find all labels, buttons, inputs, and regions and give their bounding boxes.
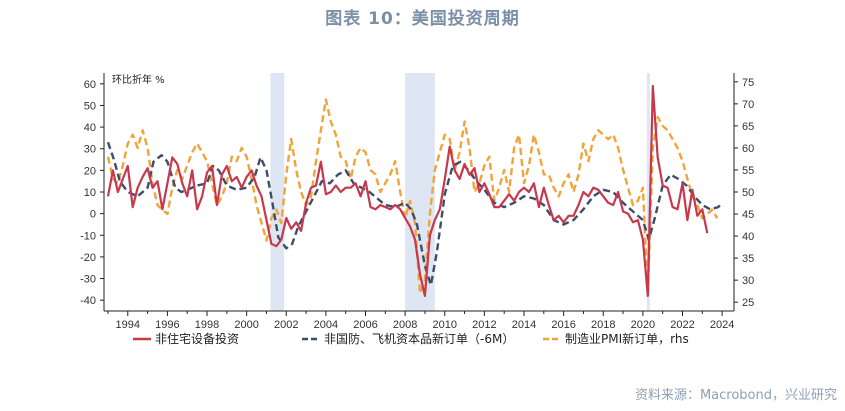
legend: 非住宅设备投资 非国防、飞机资本品新订单（-6M） 制造业PMI新订单，rhs [133,331,689,346]
x-tick-label: 2016 [551,319,575,331]
left-tick-label: 10 [84,187,96,199]
x-tick-label: 2024 [710,319,734,331]
chart-title: 图表 10：美国投资周期 [325,9,520,29]
series-layer [106,84,723,297]
right-tick-label: 35 [742,253,754,265]
x-tick-label: 2010 [433,319,457,331]
recession-band [270,73,285,311]
right-tick-label: 70 [742,99,754,111]
x-tick-label: 2014 [512,319,536,331]
right-tick-label: 45 [742,209,754,221]
series-line-2 [106,98,719,295]
left-tick-label: -30 [80,274,96,286]
x-tick-label: 1996 [155,319,179,331]
left-tick-label: -10 [80,230,96,242]
legend-label: 制造业PMI新订单，rhs [565,331,689,346]
x-tick-label: 2004 [314,319,338,331]
right-tick-label: 40 [742,231,754,243]
right-tick-label: 75 [742,77,754,89]
left-tick-label: 30 [84,144,96,156]
left-tick-label: -20 [80,252,96,264]
left-tick-label: 60 [84,79,96,91]
x-tick-label: 2008 [393,319,417,331]
right-tick-label: 50 [742,187,754,199]
source-note: 资料来源：Macrobond，兴业研究 [634,388,837,403]
series-line-0 [106,84,709,297]
x-tick-label: 2012 [472,319,496,331]
recession-shading-layer [270,73,650,311]
left-tick-label: 50 [84,100,96,112]
x-tick-label: 1998 [195,319,219,331]
x-tick-label: 2018 [591,319,615,331]
right-tick-label: 55 [742,165,754,177]
left-tick-label: 20 [84,165,96,177]
x-tick-label: 2002 [274,319,298,331]
legend-label: 非住宅设备投资 [155,331,239,346]
x-tick-label: 2020 [631,319,655,331]
left-axis-unit-label: 环比折年 % [112,73,165,86]
left-tick-label: -40 [80,295,96,307]
right-tick-label: 25 [742,297,754,309]
left-tick-label: 0 [90,209,96,221]
right-tick-label: 65 [742,121,754,133]
x-tick-label: 2000 [234,319,258,331]
x-tick-label: 2022 [670,319,694,331]
x-tick-label: 2006 [353,319,377,331]
right-tick-label: 30 [742,275,754,287]
x-tick-label: 1994 [116,319,140,331]
recession-band [646,73,650,311]
axes-layer: 6050403020100-10-20-30-40757065605550454… [80,73,754,331]
right-tick-label: 60 [742,143,754,155]
series-line-1 [106,141,723,287]
legend-label: 非国防、飞机资本品新订单（-6M） [324,331,514,346]
left-tick-label: 40 [84,122,96,134]
